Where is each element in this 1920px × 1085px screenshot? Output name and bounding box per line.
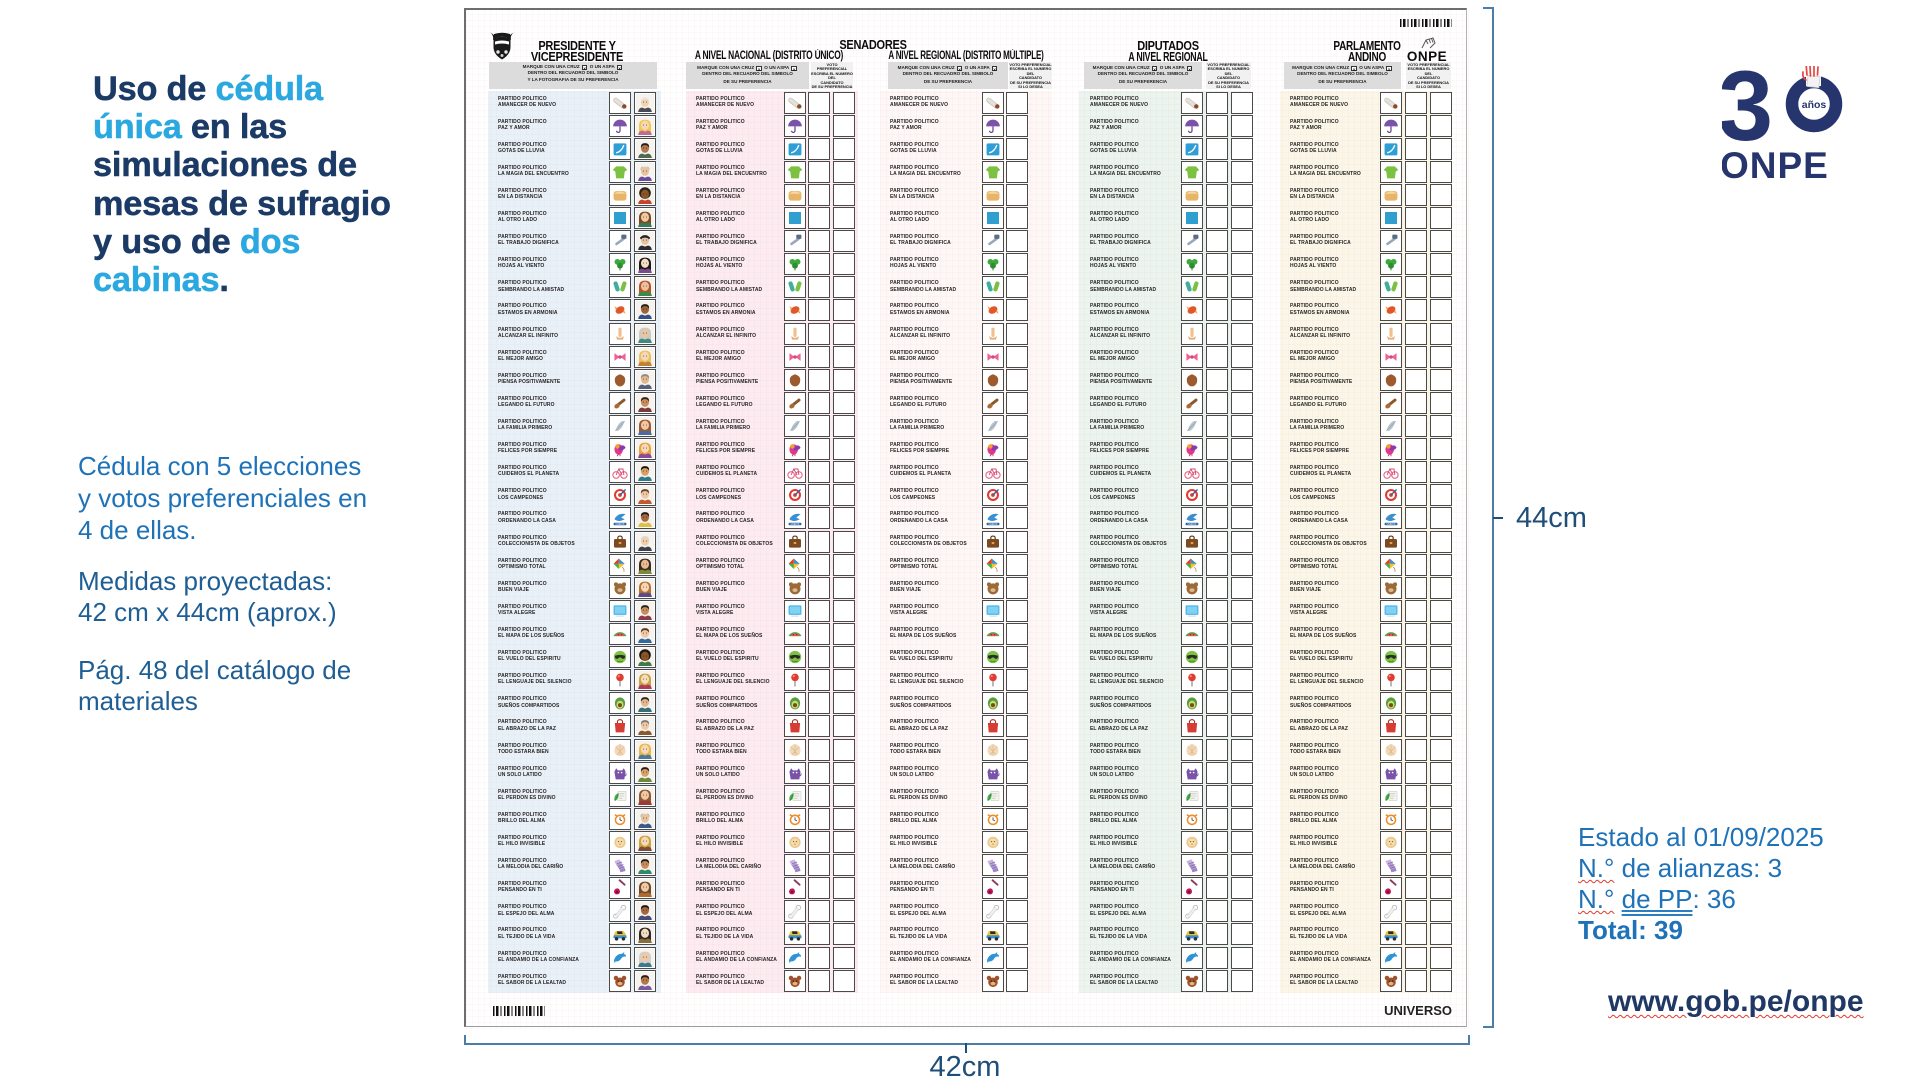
svg-text:UNIDOS: UNIDOS: [791, 524, 800, 526]
svg-text:UNIDOS: UNIDOS: [616, 524, 625, 526]
svg-text:UNIDOS: UNIDOS: [1387, 524, 1396, 526]
svg-text:años: años: [1802, 99, 1827, 111]
svg-text:3: 3: [1722, 66, 1773, 161]
svg-text:UNIDOS: UNIDOS: [1188, 524, 1197, 526]
svg-text:UNIDOS: UNIDOS: [989, 524, 998, 526]
svg-text:ONPE: ONPE: [1722, 145, 1829, 186]
